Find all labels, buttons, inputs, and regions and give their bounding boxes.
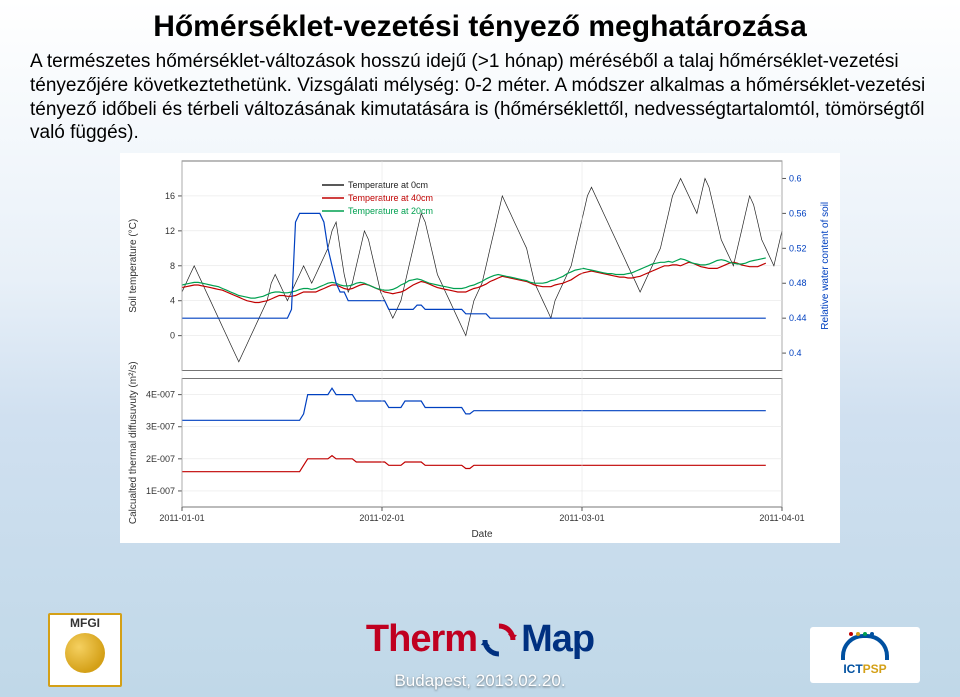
svg-text:Soil temperature (°C): Soil temperature (°C) xyxy=(128,219,139,313)
chart-container: 0 4 8 12 16 0.4 0.44 0.48 0.52 0.56 0.6 Soil temper… xyxy=(120,153,840,543)
svg-text:16: 16 xyxy=(165,191,175,201)
svg-text:2E-007: 2E-007 xyxy=(146,454,175,464)
svg-text:2011-03-01: 2011-03-01 xyxy=(559,513,604,523)
mfgi-logo: MFGI xyxy=(48,613,122,687)
svg-text:Temperature at 0cm: Temperature at 0cm xyxy=(348,180,428,190)
cycle-icon xyxy=(479,620,519,660)
svg-text:Calcualted thermal diffusuvuty: Calcualted thermal diffusuvuty (m²/s) xyxy=(128,361,139,524)
svg-text:0.6: 0.6 xyxy=(789,173,802,183)
svg-text:Relative water content of soil: Relative water content of soil xyxy=(820,202,831,330)
svg-text:2011-02-01: 2011-02-01 xyxy=(359,513,404,523)
svg-text:0.44: 0.44 xyxy=(789,313,807,323)
ict-label: ICTPSP xyxy=(843,662,886,676)
map-text: Map xyxy=(521,618,594,661)
svg-text:12: 12 xyxy=(165,226,175,236)
svg-text:4: 4 xyxy=(170,296,175,306)
footer: MFGI Therm Map Budapest, 2013.02.20. ICT… xyxy=(0,609,960,697)
svg-text:0.4: 0.4 xyxy=(789,348,802,358)
svg-text:1E-007: 1E-007 xyxy=(146,486,175,496)
arc-icon xyxy=(841,634,889,660)
svg-text:Temperature at 20cm: Temperature at 20cm xyxy=(348,206,433,216)
svg-text:0.52: 0.52 xyxy=(789,243,807,253)
thermomap-logo: Therm Map xyxy=(366,618,594,661)
footer-date: Budapest, 2013.02.20. xyxy=(394,671,565,691)
svg-text:8: 8 xyxy=(170,261,175,271)
svg-text:4E-007: 4E-007 xyxy=(146,390,175,400)
svg-text:0.56: 0.56 xyxy=(789,208,807,218)
body-paragraph: A természetes hőmérséklet-változások hos… xyxy=(0,50,960,153)
svg-text:Date: Date xyxy=(471,529,493,540)
svg-text:Temperature at 40cm: Temperature at 40cm xyxy=(348,193,433,203)
chart-svg: 0 4 8 12 16 0.4 0.44 0.48 0.52 0.56 0.6 Soil temper… xyxy=(120,153,840,543)
svg-text:2011-01-01: 2011-01-01 xyxy=(159,513,204,523)
svg-text:0: 0 xyxy=(170,331,175,341)
mfgi-label: MFGI xyxy=(50,615,120,631)
therm-text: Therm xyxy=(366,618,477,661)
globe-icon xyxy=(65,633,105,673)
svg-text:2011-04-01: 2011-04-01 xyxy=(759,513,804,523)
ictpsp-logo: ICTPSP xyxy=(810,627,920,683)
svg-text:0.48: 0.48 xyxy=(789,278,807,288)
page-title: Hőmérséklet-vezetési tényező meghatározá… xyxy=(0,0,960,50)
svg-text:3E-007: 3E-007 xyxy=(146,422,175,432)
